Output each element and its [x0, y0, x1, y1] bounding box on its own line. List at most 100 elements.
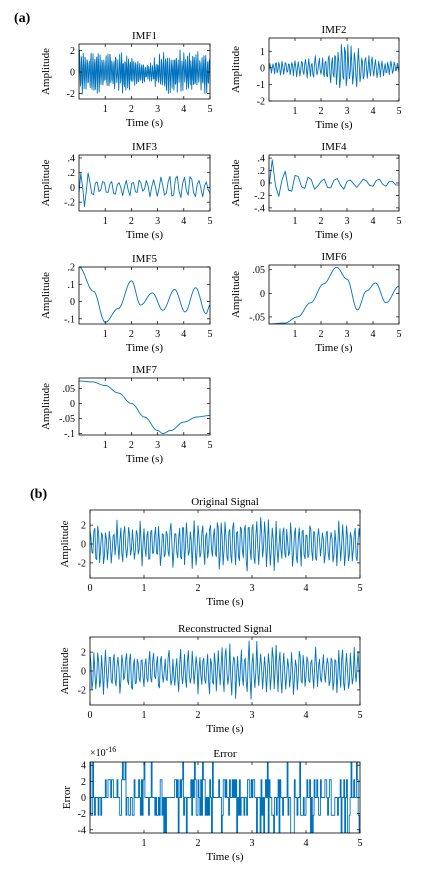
imf6-ytick-label: 0	[260, 289, 265, 300]
imf7-ytick-label: -.05	[59, 414, 75, 425]
original-xlabel: Time (s)	[206, 596, 244, 608]
imf1-axes-frame	[78, 43, 211, 100]
imf5-ylabel: Amplitude	[40, 272, 52, 319]
imf3-axes-frame	[78, 154, 211, 212]
imf5-xlabel: Time (s)	[126, 342, 164, 354]
imf7-ylabel: Amplitude	[40, 383, 52, 430]
imf1-ylabel: Amplitude	[40, 48, 52, 95]
imf2-ytick-label: -1	[257, 80, 265, 91]
imf7-xlabel: Time (s)	[126, 453, 164, 465]
imf4-xtick-label: 2	[319, 216, 324, 227]
imf4-ytick-label: 0	[260, 179, 265, 190]
imf5-title: IMF5	[132, 253, 158, 265]
imf2-ytick-label: 0	[260, 63, 265, 74]
imf4-xlabel: Time (s)	[315, 229, 353, 241]
error-ytick-label: 4	[81, 761, 86, 772]
imf5-xtick-label: 5	[208, 329, 213, 340]
imf6-ylabel: Amplitude	[230, 271, 242, 318]
original-ytick-label: -2	[78, 558, 86, 569]
panel-a-label: (a)	[14, 11, 31, 26]
imf7-ytick-label: -.1	[64, 429, 75, 440]
imf4-series-line	[269, 159, 399, 197]
imf3-xlabel: Time (s)	[126, 229, 164, 241]
imf5-ytick-label: .1	[68, 280, 76, 291]
imf1-xtick-label: 1	[103, 104, 108, 115]
original-ylabel: Amplitude	[59, 520, 71, 567]
reconstructed-xtick-label: 3	[250, 710, 255, 721]
imf5-ytick-label: -.1	[64, 314, 75, 325]
imf4-ylabel: Amplitude	[230, 159, 242, 206]
imf3-ytick-label: .2	[68, 168, 76, 179]
error-ytick-label: -4	[78, 825, 86, 836]
reconstructed-xtick-label: 0	[88, 710, 93, 721]
imf7-ytick-label: 0	[70, 399, 75, 410]
imf5-xtick-label: 4	[181, 329, 186, 340]
reconstructed-series-line	[90, 640, 360, 700]
imf2-xtick-label: 4	[371, 106, 376, 117]
reconstructed-ytick-label: 0	[81, 667, 86, 678]
imf7-xtick-label: 4	[181, 440, 186, 451]
panel-b-label: (b)	[30, 487, 47, 502]
imf7-title: IMF7	[132, 364, 158, 376]
imf3-xtick-label: 5	[208, 216, 213, 227]
imf6-xtick-label: 1	[293, 329, 298, 340]
imf4-ytick-label: -.2	[254, 191, 265, 202]
imf6-xtick-label: 2	[319, 329, 324, 340]
imf4-ytick-label: -.4	[254, 203, 265, 214]
imf4-xtick-label: 3	[345, 216, 350, 227]
imf4-title: IMF4	[321, 141, 347, 153]
original-xtick-label: 2	[196, 583, 201, 594]
reconstructed-xlabel: Time (s)	[206, 723, 244, 735]
imf3-xtick-label: 2	[129, 216, 134, 227]
reconstructed-xtick-label: 5	[358, 710, 363, 721]
reconstructed-title: Reconstructed Signal	[178, 623, 272, 635]
imf3-ytick-label: .4	[68, 153, 76, 164]
error-title: Error	[213, 748, 237, 760]
error-xtick-label: 2	[196, 838, 201, 849]
imf2-ytick-label: -2	[257, 97, 265, 108]
imf7-ytick-label: .05	[63, 384, 76, 395]
imf1-title: IMF1	[132, 30, 157, 42]
original-ytick-label: 0	[81, 540, 86, 551]
imf5-ytick-label: .2	[68, 263, 76, 274]
original-title: Original Signal	[191, 496, 259, 508]
imf4-ytick-label: .2	[258, 166, 266, 177]
imf5-series-line	[79, 267, 210, 323]
imf7-series-line	[79, 380, 210, 434]
imf5-xtick-label: 3	[155, 329, 160, 340]
imf3-ylabel: Amplitude	[40, 159, 52, 206]
imf2-ylabel: Amplitude	[230, 46, 242, 93]
imf2-title: IMF2	[321, 24, 346, 36]
imf3-xtick-label: 4	[181, 216, 186, 227]
original-xtick-label: 3	[250, 583, 255, 594]
imf3-title: IMF3	[132, 141, 158, 153]
error-ylabel: Error	[61, 786, 73, 810]
reconstructed-ytick-label: 2	[81, 648, 86, 659]
reconstructed-ylabel: Amplitude	[59, 647, 71, 694]
imf4-xtick-label: 5	[397, 216, 402, 227]
imf6-xtick-label: 3	[345, 329, 350, 340]
error-ytick-label: 0	[81, 793, 86, 804]
imf3-series-line	[79, 172, 210, 208]
imf2-axes-frame	[268, 37, 400, 102]
imf1-xlabel: Time (s)	[126, 117, 164, 129]
imf7-xtick-label: 3	[155, 440, 160, 451]
imf7-xtick-label: 5	[208, 440, 213, 451]
original-series-line	[90, 516, 360, 572]
imf4-ytick-label: .4	[258, 154, 266, 165]
error-xtick-label: 5	[358, 838, 363, 849]
imf6-xlabel: Time (s)	[315, 342, 353, 354]
imf6-series-line	[269, 266, 399, 324]
imf5-xtick-label: 2	[129, 329, 134, 340]
imf2-xtick-label: 1	[293, 106, 298, 117]
imf6-title: IMF6	[321, 251, 347, 263]
imf5-ytick-label: 0	[70, 297, 75, 308]
imf1-ytick-label: 2	[70, 46, 75, 57]
reconstructed-ytick-label: -2	[78, 685, 86, 696]
imf6-xtick-label: 4	[371, 329, 376, 340]
imf4-axes-frame	[268, 154, 400, 212]
imf2-xlabel: Time (s)	[315, 119, 353, 131]
imf1-ytick-label: 0	[70, 68, 75, 79]
imf5-xtick-label: 1	[103, 329, 108, 340]
